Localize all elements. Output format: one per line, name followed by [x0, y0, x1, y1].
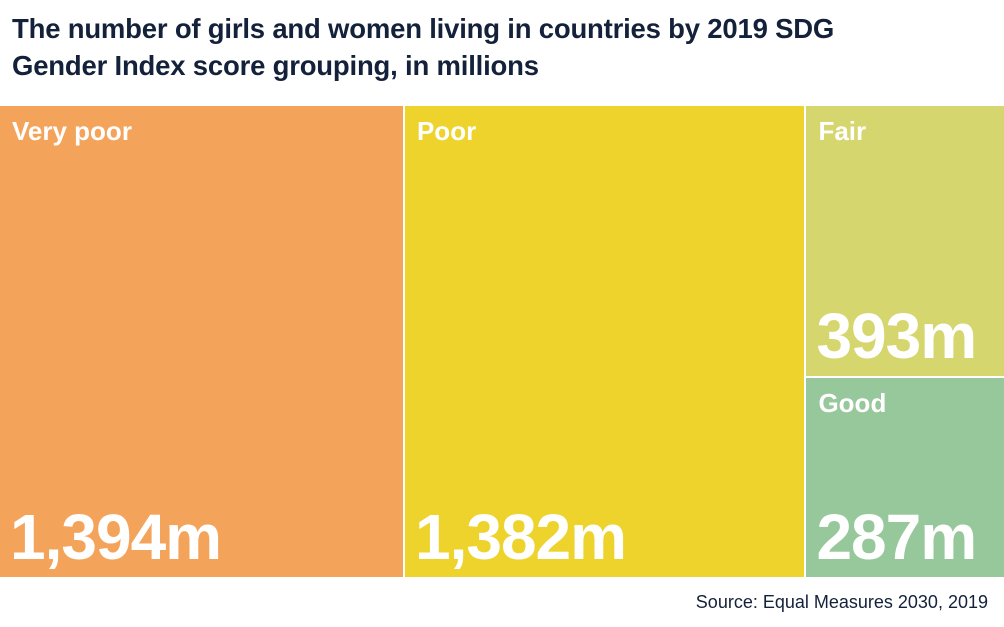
treemap-chart: Very poor 1,394m Poor 1,382m Fair 393m Good 287… — [0, 106, 1004, 577]
tile-value-good: 287m — [816, 500, 977, 573]
chart-title-line-1: The number of girls and women living in … — [12, 13, 835, 44]
tile-label-good: Good — [818, 388, 887, 419]
tile-value-fair: 393m — [816, 300, 977, 373]
source-note: Source: Equal Measures 2030, 2019 — [695, 592, 988, 612]
chart-title-line-2: Gender Index score grouping, in millions — [12, 50, 539, 81]
treemap-tile-good: Good 287m — [806, 378, 1004, 577]
tile-label-fair: Fair — [818, 116, 867, 146]
treemap-tile-very-poor: Very poor 1,394m — [0, 106, 403, 577]
treemap-tile-poor: Poor 1,382m — [404, 106, 805, 577]
tile-value-poor: 1,382m — [414, 501, 627, 573]
chart-title: The number of girls and women living in … — [12, 10, 992, 84]
tile-value-very-poor: 1,394m — [10, 501, 222, 573]
tile-label-poor: Poor — [416, 116, 477, 146]
tile-label-very-poor: Very poor — [12, 116, 132, 146]
treemap-tile-fair: Fair 393m — [806, 106, 1004, 377]
